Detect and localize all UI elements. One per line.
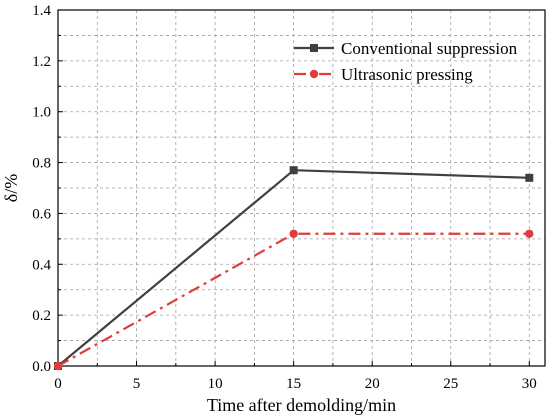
legend-label-conventional: Conventional suppression <box>341 39 518 58</box>
grid <box>58 10 545 366</box>
y-tick-label: 1.2 <box>32 54 51 70</box>
y-tick-label: 0.0 <box>32 359 51 375</box>
y-tick-label: 0.2 <box>32 308 51 324</box>
x-tick-label: 0 <box>54 376 62 392</box>
x-tick-label: 5 <box>133 376 141 392</box>
x-tick-label: 25 <box>443 376 458 392</box>
data-point-ultrasonic <box>289 229 298 238</box>
data-point-ultrasonic <box>53 361 63 371</box>
data-point-ultrasonic <box>525 229 534 238</box>
axes: 0 5 10 15 20 25 30 0.0 0.2 0.4 0.6 0.8 1.0 1.2 1.4 <box>32 3 546 392</box>
x-axis-title: Time after demolding/min <box>207 395 396 415</box>
legend: Conventional suppression Ultrasonic pres… <box>294 39 518 84</box>
legend-marker-ultrasonic <box>309 69 319 79</box>
y-axis-title: δ/% <box>1 174 21 202</box>
y-tick-label: 0.6 <box>32 206 51 222</box>
legend-marker-conventional <box>310 44 318 52</box>
data-point-conventional <box>289 166 298 175</box>
y-tick-label: 0.4 <box>32 257 51 273</box>
y-tick-label: 1.4 <box>32 3 51 19</box>
x-tick-label: 10 <box>208 376 223 392</box>
y-tick-label: 1.0 <box>32 105 51 121</box>
x-tick-label: 30 <box>522 376 537 392</box>
series-layer <box>53 166 534 371</box>
data-point-conventional <box>525 173 534 182</box>
y-tick-label: 0.8 <box>32 156 51 172</box>
x-tick-label: 20 <box>365 376 380 392</box>
series-line-ultrasonic <box>57 232 530 367</box>
legend-label-ultrasonic: Ultrasonic pressing <box>341 65 473 84</box>
x-tick-label: 15 <box>286 376 301 392</box>
